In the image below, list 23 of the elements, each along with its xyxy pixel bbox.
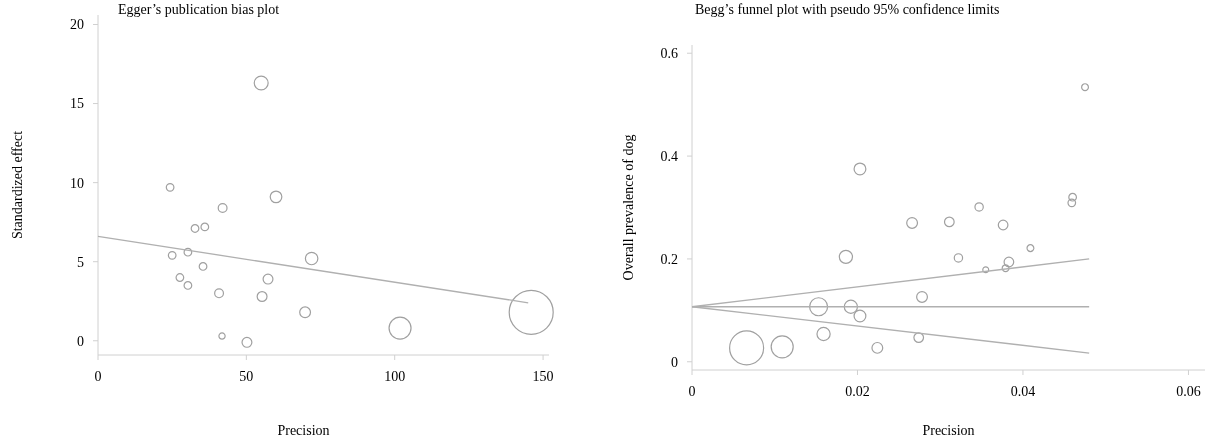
y-tick-label: 0 [671, 354, 678, 370]
y-tick-label: 15 [70, 96, 84, 112]
x-tick-label: 50 [239, 369, 254, 384]
x-axis-title: Precision [277, 423, 330, 438]
y-tick-label: 0.4 [660, 148, 678, 164]
y-tick-label: 0.2 [660, 251, 678, 267]
x-tick-label: 150 [532, 369, 554, 384]
y-tick-label: 10 [70, 175, 84, 191]
x-tick-label: 0.02 [845, 384, 870, 399]
x-axis-title: Precision [922, 423, 975, 438]
chart-title: Begg’s funnel plot with pseudo 95% confidence limits [695, 2, 1000, 17]
x-tick-label: 0.06 [1176, 384, 1201, 399]
y-tick-label: 5 [77, 254, 84, 270]
y-tick-label: 0 [77, 333, 84, 349]
y-axis-title: Overall prevalence of dog [621, 134, 636, 281]
chart-title: Egger’s publication bias plot [118, 2, 280, 17]
y-tick-label: 20 [70, 17, 84, 33]
x-tick-label: 0 [94, 369, 102, 384]
y-axis-title: Standardized effect [10, 130, 25, 240]
y-tick-label: 0.6 [660, 46, 678, 62]
x-tick-label: 100 [384, 369, 406, 384]
x-tick-label: 0.04 [1010, 384, 1036, 399]
x-tick-label: 0 [688, 384, 696, 399]
